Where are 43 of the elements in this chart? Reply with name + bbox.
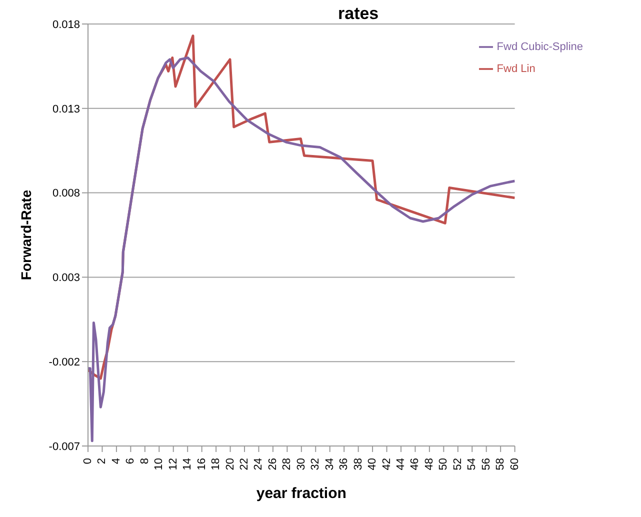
x-tick-label: 18	[210, 458, 222, 470]
y-tick-label: 0.008	[52, 188, 80, 200]
x-tick-label: 8	[138, 458, 151, 464]
x-tick-label: 42	[380, 458, 393, 470]
x-tick-label: 50	[438, 458, 450, 470]
x-tick-label: 46	[409, 458, 422, 470]
x-tick-label: 56	[480, 458, 492, 470]
x-tick-label: 10	[153, 458, 166, 470]
x-tick-label: 52	[452, 458, 464, 470]
x-tick-label: 34	[324, 458, 336, 470]
y-tick-label: 0.003	[52, 272, 80, 284]
x-tick-label: 60	[508, 458, 521, 470]
x-tick-label: 12	[167, 458, 180, 470]
chart-title: rates	[338, 4, 379, 24]
x-tick-label: 38	[352, 458, 364, 470]
x-tick-label: 16	[196, 458, 208, 470]
legend-label: Fwd Cubic-Spline	[496, 41, 583, 53]
x-tick-label: 22	[238, 458, 250, 470]
y-tick-label: 0.013	[52, 103, 80, 116]
legend-label: Fwd Lin	[496, 63, 536, 75]
x-tick-label: 2	[96, 458, 108, 464]
x-axis-title: year fraction	[256, 485, 346, 502]
x-tick-label: 36	[338, 458, 350, 470]
y-axis-title: Forward-Rate	[18, 190, 34, 280]
x-tick-label: 0	[82, 458, 94, 464]
x-tick-label: 26	[266, 458, 279, 470]
x-tick-label: 24	[252, 458, 265, 470]
x-tick-label: 48	[423, 458, 436, 470]
x-tick-label: 58	[494, 458, 507, 470]
line-series	[88, 56, 515, 442]
x-tick-label: 28	[281, 458, 294, 470]
y-tick-label: -0.007	[48, 440, 80, 453]
x-tick-label: 4	[110, 458, 122, 464]
y-tick-label: 0.018	[52, 18, 80, 31]
x-tick-label: 32	[310, 458, 322, 470]
x-tick-label: 44	[394, 458, 407, 470]
x-tick-label: 14	[182, 458, 194, 470]
y-tick-label: -0.002	[48, 356, 80, 369]
x-tick-label: 40	[366, 458, 379, 470]
x-tick-label: 54	[466, 458, 478, 470]
x-tick-label: 30	[295, 458, 308, 470]
x-tick-label: 6	[124, 458, 137, 464]
x-tick-label: 20	[224, 458, 236, 470]
